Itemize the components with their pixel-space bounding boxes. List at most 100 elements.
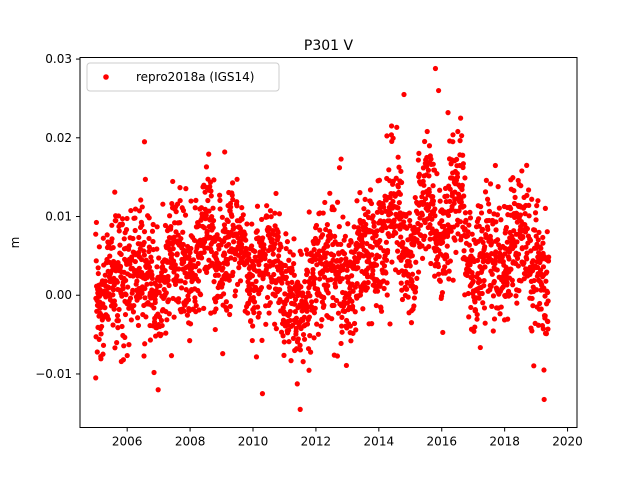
data-point <box>115 325 121 331</box>
data-point <box>157 282 163 289</box>
data-point <box>203 212 209 218</box>
data-point <box>343 362 350 369</box>
data-point <box>333 297 340 304</box>
data-point <box>276 211 283 217</box>
data-point <box>520 234 526 240</box>
data-point <box>542 313 548 319</box>
data-point <box>313 256 319 263</box>
data-point <box>339 276 345 282</box>
data-point <box>404 286 410 292</box>
data-point <box>529 196 535 202</box>
data-point <box>217 261 223 267</box>
data-point <box>365 209 371 215</box>
data-point <box>374 209 380 215</box>
data-point <box>180 229 186 235</box>
data-point <box>93 375 99 381</box>
data-point <box>102 305 108 311</box>
data-point <box>142 341 148 347</box>
data-point <box>229 213 235 219</box>
x-tick-label: 2018 <box>489 435 520 449</box>
data-point <box>381 204 387 210</box>
data-point <box>204 269 210 275</box>
data-point <box>371 219 377 225</box>
data-point <box>370 268 376 274</box>
data-point <box>138 197 144 203</box>
data-point <box>413 259 419 265</box>
data-point <box>407 223 413 229</box>
data-point <box>391 217 397 223</box>
data-point <box>283 231 289 237</box>
data-point <box>305 269 311 275</box>
data-point <box>180 241 186 248</box>
x-tick-label: 2012 <box>301 435 332 449</box>
data-point <box>155 387 161 393</box>
data-point <box>330 295 336 301</box>
data-point <box>315 331 321 337</box>
data-point <box>353 327 359 333</box>
data-point <box>364 274 371 280</box>
data-point <box>272 321 278 327</box>
data-point <box>474 257 481 264</box>
data-point <box>112 345 118 351</box>
y-tick-label: −0.01 <box>35 367 72 381</box>
data-point <box>338 323 345 329</box>
data-point <box>493 219 499 225</box>
data-point <box>116 306 122 313</box>
data-point <box>154 224 160 230</box>
data-point <box>331 207 337 213</box>
data-point <box>219 281 226 287</box>
data-point <box>368 200 375 207</box>
data-point <box>506 256 512 262</box>
data-point <box>229 192 235 198</box>
data-point <box>278 244 284 250</box>
data-point <box>437 198 443 204</box>
data-point <box>346 290 352 296</box>
data-point <box>139 222 145 228</box>
data-point <box>309 299 315 305</box>
data-point <box>132 227 138 234</box>
data-point <box>544 229 550 235</box>
data-point <box>405 294 411 300</box>
data-point <box>524 250 530 256</box>
data-point <box>460 152 466 158</box>
data-point <box>275 230 281 236</box>
data-point <box>289 279 295 285</box>
data-point <box>521 260 527 266</box>
data-point <box>474 316 480 322</box>
data-point <box>135 315 141 321</box>
data-point <box>325 283 331 289</box>
data-point <box>364 285 370 291</box>
data-point <box>213 306 219 312</box>
data-point <box>408 320 415 326</box>
data-point <box>246 291 253 297</box>
data-point <box>164 317 170 323</box>
data-point <box>523 244 529 250</box>
data-point <box>482 320 488 326</box>
data-point <box>439 290 446 296</box>
data-point <box>212 238 218 244</box>
data-point <box>534 203 540 209</box>
data-point <box>156 255 162 261</box>
data-point <box>529 268 536 274</box>
data-point <box>517 212 524 218</box>
data-point <box>536 229 542 235</box>
data-point <box>415 227 421 233</box>
data-point <box>112 302 118 308</box>
data-point <box>217 192 223 198</box>
data-point <box>537 267 544 273</box>
data-point <box>453 249 459 255</box>
data-point <box>166 282 172 289</box>
data-point <box>232 288 239 294</box>
data-point <box>264 203 270 209</box>
data-point <box>319 261 325 267</box>
data-point <box>491 316 498 322</box>
data-point <box>182 212 189 218</box>
data-point <box>172 281 179 288</box>
data-point <box>259 216 265 223</box>
data-point <box>447 186 453 192</box>
data-point <box>146 248 152 255</box>
data-point <box>301 336 308 342</box>
data-point <box>150 221 156 228</box>
data-point <box>276 253 282 259</box>
data-point <box>110 322 116 328</box>
